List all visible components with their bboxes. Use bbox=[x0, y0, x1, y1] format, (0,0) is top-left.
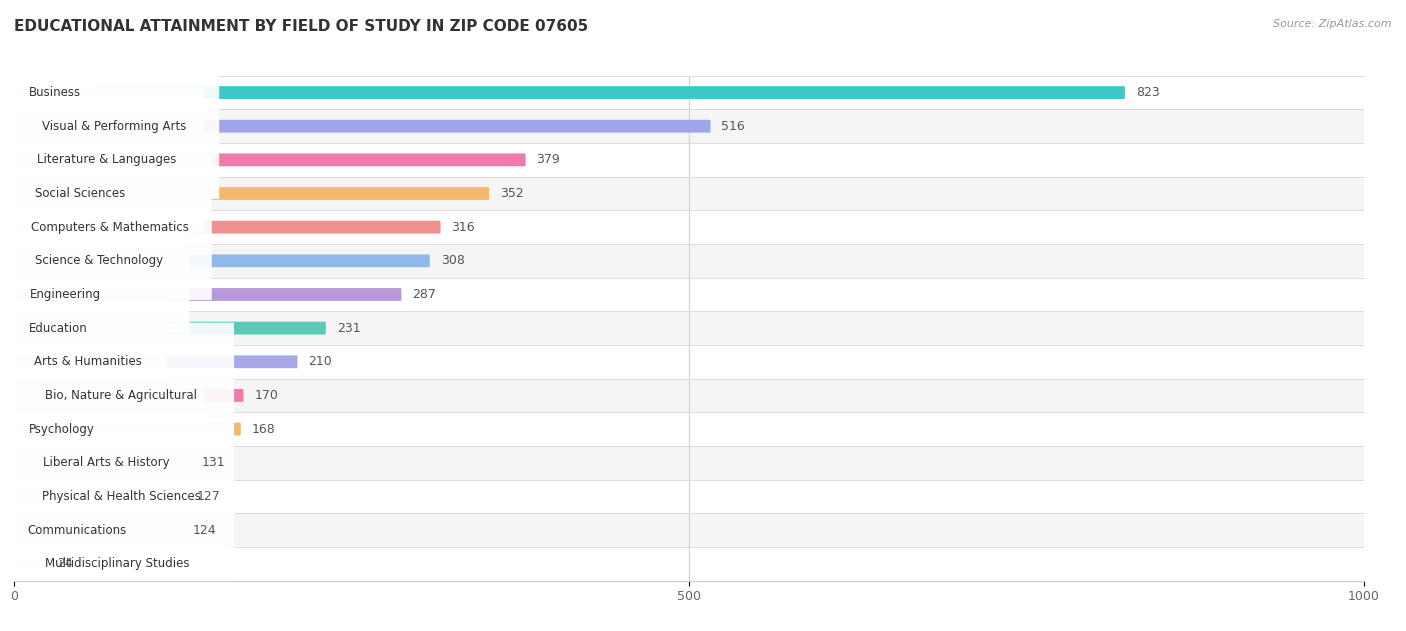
Text: 379: 379 bbox=[537, 153, 560, 167]
Text: 170: 170 bbox=[254, 389, 278, 402]
FancyBboxPatch shape bbox=[14, 187, 489, 200]
FancyBboxPatch shape bbox=[14, 322, 326, 334]
FancyBboxPatch shape bbox=[8, 155, 212, 300]
Text: Physical & Health Sciences: Physical & Health Sciences bbox=[42, 490, 201, 503]
Bar bbox=[14, 109, 1364, 143]
FancyBboxPatch shape bbox=[8, 188, 190, 334]
Text: 168: 168 bbox=[252, 423, 276, 435]
Text: 316: 316 bbox=[451, 221, 475, 233]
Text: Bio, Nature & Agricultural: Bio, Nature & Agricultural bbox=[45, 389, 197, 402]
FancyBboxPatch shape bbox=[14, 288, 402, 301]
Text: 308: 308 bbox=[440, 254, 464, 268]
Text: 287: 287 bbox=[412, 288, 436, 301]
Text: Liberal Arts & History: Liberal Arts & History bbox=[44, 456, 170, 469]
Bar bbox=[14, 244, 1364, 278]
FancyBboxPatch shape bbox=[14, 490, 186, 503]
Text: Education: Education bbox=[30, 322, 87, 334]
Text: 131: 131 bbox=[201, 456, 225, 469]
Bar bbox=[14, 412, 1364, 446]
Text: Communications: Communications bbox=[27, 524, 127, 536]
FancyBboxPatch shape bbox=[8, 221, 122, 367]
FancyBboxPatch shape bbox=[8, 357, 115, 502]
Text: 823: 823 bbox=[1136, 86, 1160, 99]
Text: Literature & Languages: Literature & Languages bbox=[37, 153, 176, 167]
FancyBboxPatch shape bbox=[14, 120, 710, 133]
FancyBboxPatch shape bbox=[14, 153, 526, 166]
Text: Science & Technology: Science & Technology bbox=[35, 254, 163, 268]
FancyBboxPatch shape bbox=[14, 254, 430, 267]
Bar bbox=[14, 480, 1364, 513]
Bar bbox=[14, 446, 1364, 480]
FancyBboxPatch shape bbox=[8, 491, 226, 631]
Text: 124: 124 bbox=[193, 524, 217, 536]
Text: Psychology: Psychology bbox=[30, 423, 96, 435]
FancyBboxPatch shape bbox=[14, 389, 243, 402]
FancyBboxPatch shape bbox=[8, 457, 145, 603]
FancyBboxPatch shape bbox=[14, 86, 1125, 99]
Text: Computers & Mathematics: Computers & Mathematics bbox=[31, 221, 190, 233]
FancyBboxPatch shape bbox=[14, 456, 191, 469]
Bar bbox=[14, 76, 1364, 109]
FancyBboxPatch shape bbox=[8, 20, 100, 165]
Text: 516: 516 bbox=[721, 120, 745, 133]
Text: 231: 231 bbox=[336, 322, 360, 334]
FancyBboxPatch shape bbox=[14, 557, 46, 570]
FancyBboxPatch shape bbox=[8, 289, 167, 435]
FancyBboxPatch shape bbox=[8, 87, 204, 233]
FancyBboxPatch shape bbox=[8, 390, 204, 536]
Text: 210: 210 bbox=[308, 355, 332, 369]
Bar bbox=[14, 547, 1364, 581]
Bar bbox=[14, 513, 1364, 547]
Bar bbox=[14, 379, 1364, 412]
Text: Source: ZipAtlas.com: Source: ZipAtlas.com bbox=[1274, 19, 1392, 29]
Text: Visual & Performing Arts: Visual & Performing Arts bbox=[42, 120, 186, 133]
FancyBboxPatch shape bbox=[8, 256, 108, 401]
FancyBboxPatch shape bbox=[14, 355, 298, 368]
Bar bbox=[14, 345, 1364, 379]
Text: Arts & Humanities: Arts & Humanities bbox=[34, 355, 142, 369]
Text: 352: 352 bbox=[501, 187, 523, 200]
FancyBboxPatch shape bbox=[14, 221, 440, 233]
Text: 127: 127 bbox=[197, 490, 219, 503]
Text: Multidisciplinary Studies: Multidisciplinary Studies bbox=[45, 557, 190, 570]
Text: Engineering: Engineering bbox=[30, 288, 101, 301]
Bar bbox=[14, 177, 1364, 210]
Bar bbox=[14, 278, 1364, 311]
Bar bbox=[14, 311, 1364, 345]
FancyBboxPatch shape bbox=[14, 524, 181, 536]
Text: EDUCATIONAL ATTAINMENT BY FIELD OF STUDY IN ZIP CODE 07605: EDUCATIONAL ATTAINMENT BY FIELD OF STUDY… bbox=[14, 19, 588, 34]
FancyBboxPatch shape bbox=[8, 423, 233, 569]
FancyBboxPatch shape bbox=[8, 322, 233, 468]
Text: Social Sciences: Social Sciences bbox=[35, 187, 125, 200]
Bar bbox=[14, 210, 1364, 244]
Text: Business: Business bbox=[28, 86, 80, 99]
Bar bbox=[14, 143, 1364, 177]
Text: 24: 24 bbox=[58, 557, 73, 570]
FancyBboxPatch shape bbox=[8, 121, 152, 266]
FancyBboxPatch shape bbox=[8, 54, 219, 199]
FancyBboxPatch shape bbox=[14, 423, 240, 435]
